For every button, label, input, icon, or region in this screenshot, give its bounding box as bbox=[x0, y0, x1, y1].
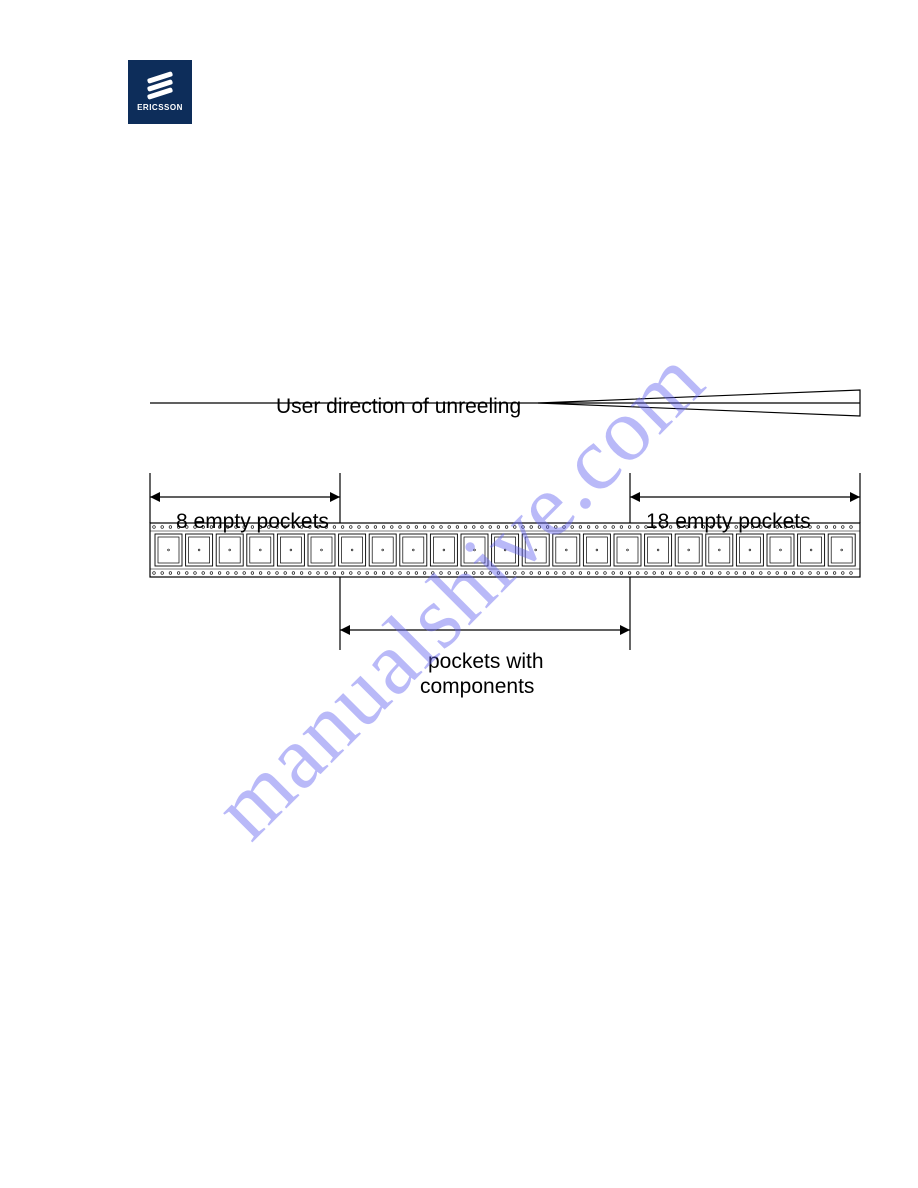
unreel-direction-label: User direction of unreeling bbox=[276, 395, 521, 419]
right-empty-pockets-label: 18 empty pockets bbox=[646, 510, 811, 534]
middle-pockets-label-line1: pockets with bbox=[428, 650, 544, 674]
middle-pockets-label-line2: components bbox=[420, 675, 534, 699]
tape-reel-diagram bbox=[0, 0, 918, 1188]
left-empty-pockets-label: 8 empty pockets bbox=[176, 510, 329, 534]
